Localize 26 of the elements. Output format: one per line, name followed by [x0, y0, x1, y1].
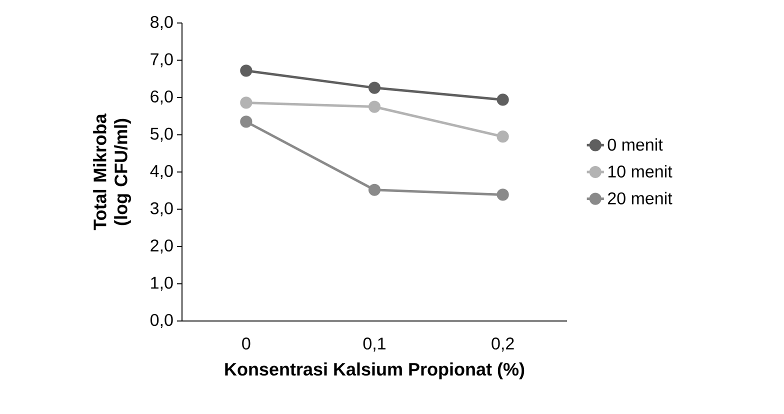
point	[368, 184, 381, 196]
legend-label: 10 menit	[608, 165, 672, 178]
y-tick-label: 1,0	[151, 276, 173, 291]
x-axis-title: Konsentrasi Kalsium Propionat (%)	[225, 362, 524, 380]
y-tick-label: 5,0	[150, 128, 173, 142]
y-axis-title: Total Mikroba (log CFU/ml)	[93, 114, 131, 230]
y-tick-label: 0,0	[150, 314, 173, 328]
legend-label: 20 menit	[608, 192, 672, 204]
point	[240, 116, 252, 128]
x-tick-label: 0	[242, 338, 250, 350]
point	[496, 130, 509, 143]
point	[240, 64, 252, 77]
y-tick-label: 7,0	[150, 53, 173, 68]
point	[240, 96, 252, 109]
x-tick-label: 0,1	[363, 338, 386, 352]
y-tick-label: 4,0	[150, 164, 173, 180]
point	[368, 100, 381, 113]
point	[368, 82, 381, 94]
point	[496, 94, 509, 106]
x-tick-label: 0,2	[492, 338, 514, 352]
y-tick-label: 3,0	[150, 202, 173, 216]
point	[496, 188, 509, 201]
y-tick-label: 2,0	[150, 239, 173, 254]
y-tick-label: 6,0	[150, 90, 173, 105]
legend-label: 0 menit	[608, 138, 663, 151]
y-tick-label: 8,0	[150, 16, 173, 30]
